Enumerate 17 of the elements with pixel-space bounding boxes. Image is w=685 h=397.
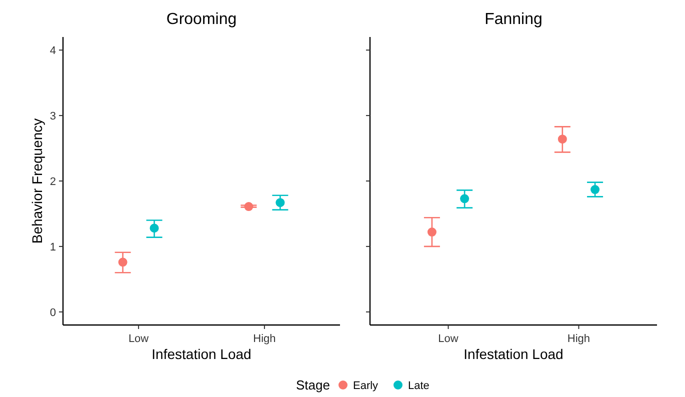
x-tick-label: Low (438, 333, 458, 345)
x-tick-label: High (567, 333, 590, 345)
x-tick-label: Low (128, 333, 149, 345)
y-tick-label: 1 (50, 241, 56, 254)
y-tick-label: 0 (50, 306, 56, 319)
legend-title: Stage (296, 378, 330, 393)
chart-title: Fanning (484, 11, 542, 28)
chart-title: Grooming (166, 11, 237, 28)
y-tick-label: 2 (50, 176, 56, 188)
y-tick-label: 3 (50, 110, 56, 122)
x-axis-title: Infestation Load (152, 346, 252, 362)
legend-label: Late (408, 380, 430, 392)
y-tick-label: 4 (50, 44, 56, 57)
legend-label: Early (353, 380, 379, 392)
x-tick-label: High (253, 333, 276, 345)
x-axis-title: Infestation Load (464, 346, 564, 362)
y-axis-title: Behavior Frequency (29, 118, 45, 244)
